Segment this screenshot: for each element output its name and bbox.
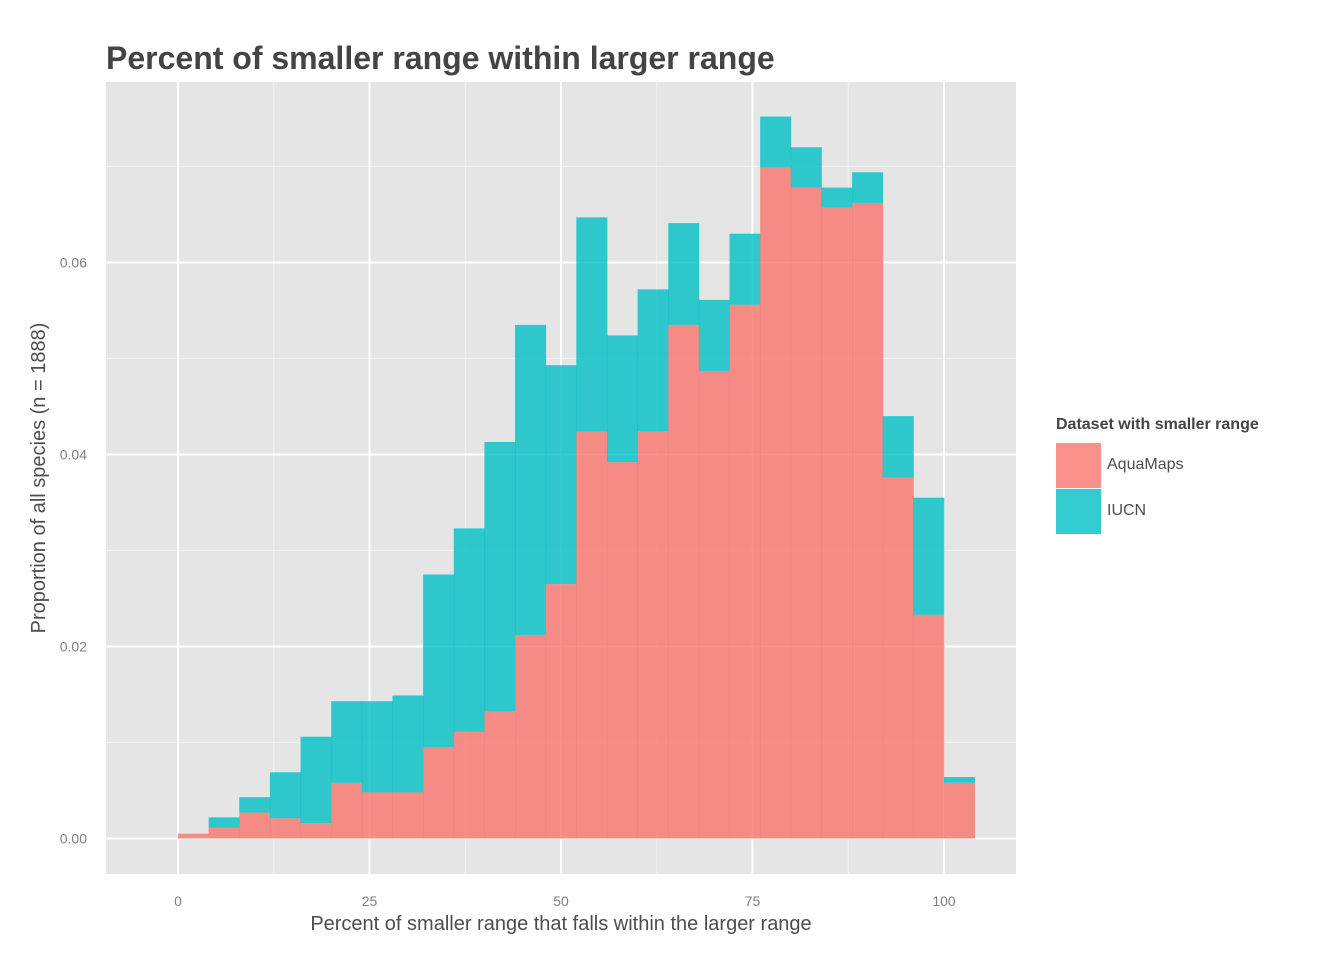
legend-label-iucn: IUCN [1107, 502, 1147, 519]
bar-aquamaps-bin-11 [515, 634, 547, 839]
bar-aquamaps-bin-19 [760, 167, 792, 839]
bar-aquamaps-bin-16 [668, 324, 700, 839]
bar-iucn-bin-14 [606, 335, 638, 463]
bar-iucn-bin-21 [821, 187, 853, 208]
bar-iucn-bin-7 [392, 695, 424, 793]
x-tick-label: 50 [553, 893, 569, 909]
bar-aquamaps-bin-8 [423, 747, 455, 839]
legend-label-aquamaps: AquaMaps [1107, 456, 1184, 473]
bar-iucn-bin-9 [453, 528, 485, 732]
bar-iucn-bin-13 [576, 217, 608, 432]
bar-iucn-bin-10 [484, 442, 516, 712]
bar-iucn-bin-12 [545, 365, 577, 585]
x-tick-label: 0 [174, 893, 182, 909]
bar-iucn-bin-15 [637, 289, 669, 432]
bar-aquamaps-bin-22 [852, 202, 884, 839]
bar-iucn-bin-3 [269, 772, 301, 819]
x-tick-label: 25 [362, 893, 378, 909]
bar-aquamaps-bin-5 [331, 782, 363, 839]
bar-aquamaps-bin-10 [484, 711, 516, 839]
bar-aquamaps-bin-25 [943, 782, 976, 839]
bar-aquamaps-bin-12 [545, 584, 577, 839]
bar-iucn-bin-6 [361, 701, 393, 793]
bar-iucn-bin-19 [760, 116, 792, 168]
bar-iucn-bin-17 [698, 299, 730, 371]
x-tick-label: 100 [932, 893, 956, 909]
bar-aquamaps-bin-24 [913, 614, 945, 839]
bar-aquamaps-bin-15 [637, 431, 669, 839]
bar-aquamaps-bin-18 [729, 304, 761, 839]
bar-iucn-bin-2 [239, 797, 271, 813]
bar-iucn-bin-23 [882, 416, 914, 478]
bar-aquamaps-bin-2 [239, 812, 271, 839]
bar-iucn-bin-22 [852, 172, 884, 203]
bar-iucn-bin-4 [300, 736, 332, 824]
bar-iucn-bin-8 [423, 574, 455, 748]
histogram-bars [178, 116, 976, 839]
bar-iucn-bin-1 [208, 817, 240, 828]
bar-iucn-bin-20 [790, 147, 822, 188]
bar-aquamaps-bin-7 [392, 792, 424, 839]
bar-aquamaps-bin-20 [790, 187, 822, 839]
bar-aquamaps-bin-17 [698, 370, 730, 839]
y-axis-title: Proportion of all species (n = 1888) [28, 323, 50, 634]
bar-iucn-bin-5 [331, 701, 363, 783]
bar-iucn-bin-16 [668, 223, 700, 325]
bar-aquamaps-bin-23 [882, 477, 914, 839]
x-tick-label: 75 [745, 893, 761, 909]
bar-iucn-bin-18 [729, 233, 761, 305]
bar-aquamaps-bin-21 [821, 207, 853, 839]
axis-ticks: 0 25 50 75 100 0.00 0.02 0.04 0.06 [60, 254, 956, 909]
legend: Dataset with smaller range AquaMaps IUCN [1056, 416, 1259, 534]
bar-aquamaps-bin-6 [361, 792, 393, 839]
y-tick-label: 0.06 [60, 254, 87, 270]
y-tick-label: 0.04 [60, 446, 87, 462]
bar-aquamaps-bin-1 [208, 827, 240, 839]
legend-key-iucn [1056, 488, 1101, 534]
bar-iucn-bin-24 [913, 497, 945, 615]
bar-aquamaps-bin-13 [576, 431, 608, 839]
bar-aquamaps-bin-0 [178, 833, 210, 839]
y-tick-label: 0.00 [60, 830, 87, 846]
legend-title: Dataset with smaller range [1056, 416, 1259, 433]
legend-key-aquamaps [1056, 442, 1101, 488]
legend-item-iucn: IUCN [1056, 488, 1259, 534]
bar-aquamaps-bin-9 [453, 731, 485, 839]
chart-title: Percent of smaller range within larger r… [106, 40, 775, 76]
bar-aquamaps-bin-14 [606, 462, 638, 839]
y-tick-label: 0.02 [60, 638, 87, 654]
x-axis-title: Percent of smaller range that falls with… [310, 913, 811, 935]
bar-iucn-bin-11 [515, 324, 547, 635]
bar-aquamaps-bin-3 [269, 818, 301, 839]
legend-item-aquamaps: AquaMaps [1056, 442, 1259, 488]
bar-iucn-bin-25 [943, 777, 976, 783]
bar-aquamaps-bin-4 [300, 823, 332, 839]
